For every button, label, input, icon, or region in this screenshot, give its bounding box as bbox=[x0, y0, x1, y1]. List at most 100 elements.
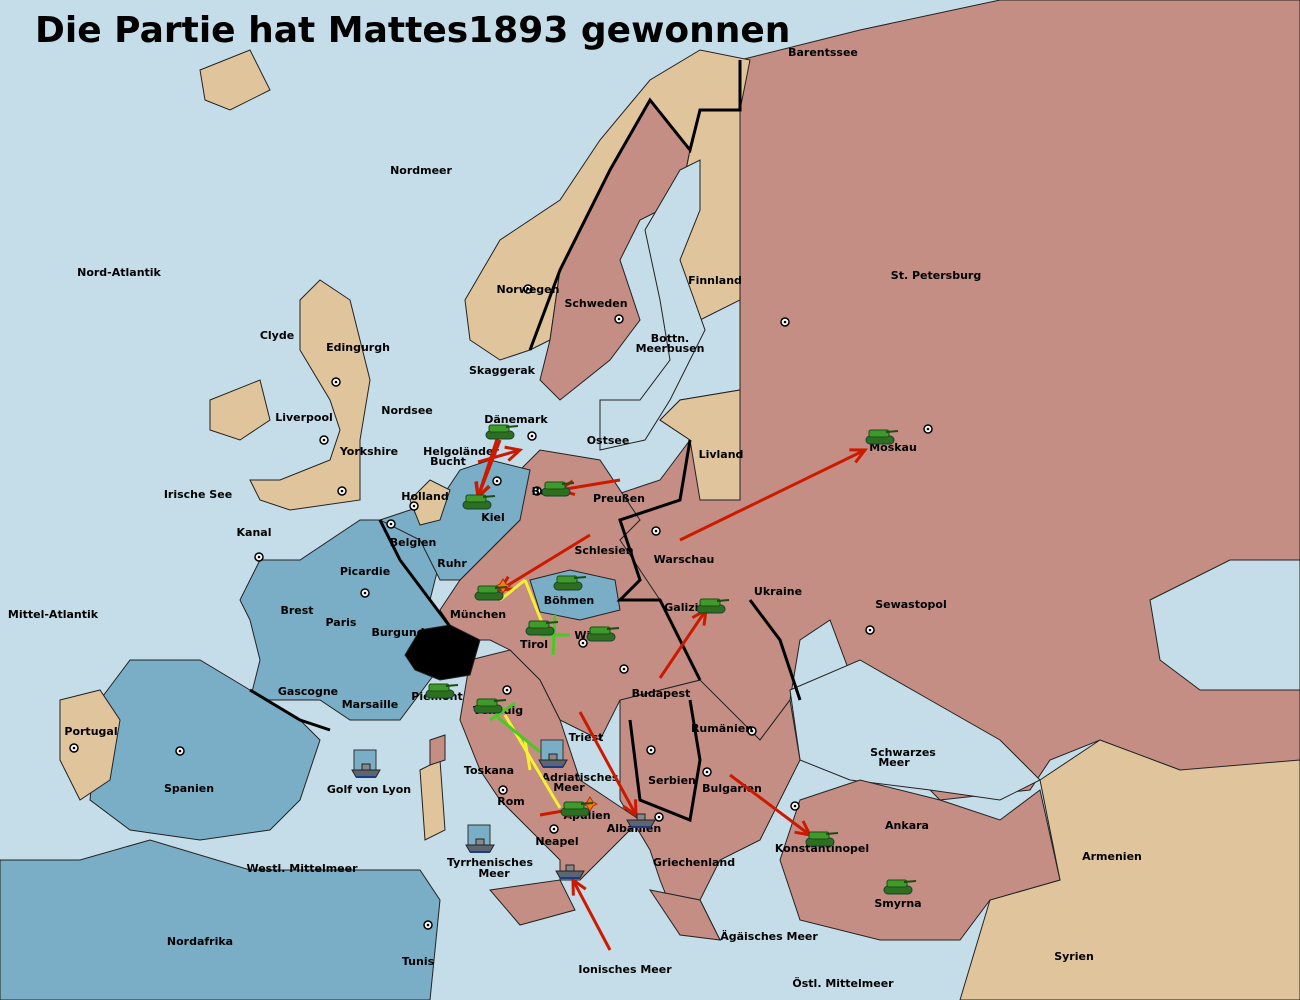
territory-label: Kiel bbox=[481, 511, 505, 524]
order-arrow bbox=[499, 533, 591, 592]
territory-label: Armenien bbox=[1082, 850, 1142, 863]
order-arrow bbox=[559, 478, 621, 492]
territory-label: München bbox=[450, 608, 506, 621]
territory-label: Dänemark bbox=[484, 413, 548, 426]
ship-hull bbox=[351, 769, 381, 778]
territory-label: Budapest bbox=[632, 687, 691, 700]
tank-hull bbox=[699, 598, 721, 607]
tank-icon bbox=[553, 575, 587, 591]
tank-barrel bbox=[606, 627, 620, 630]
supply-center-dot-core bbox=[505, 688, 509, 692]
territory-label: Tirol bbox=[520, 638, 548, 651]
power-border bbox=[378, 519, 462, 641]
territory-label: Paris bbox=[326, 616, 357, 629]
supply-center-dot-core bbox=[257, 555, 261, 559]
territory-label: Norwegen bbox=[497, 283, 560, 296]
supply-center-dot-core bbox=[868, 628, 872, 632]
power-border bbox=[628, 699, 702, 823]
territory-label: Rom bbox=[497, 795, 525, 808]
territory-label: Finnland bbox=[688, 274, 742, 287]
order-arrow bbox=[477, 448, 521, 464]
land-corsica bbox=[429, 734, 446, 766]
territory-label: Ruhr bbox=[437, 557, 467, 570]
territory-label: Meerbusen bbox=[636, 342, 705, 355]
territory-label: Serbien bbox=[648, 774, 696, 787]
tank-barrel bbox=[885, 430, 899, 433]
supply-center-dot-core bbox=[363, 591, 367, 595]
arrow-head bbox=[504, 445, 524, 462]
land-anatolia bbox=[779, 779, 1061, 941]
order-arrow bbox=[499, 578, 526, 602]
territory-label: Barentssee bbox=[788, 46, 858, 59]
tank-hull bbox=[544, 481, 566, 490]
order-arrows bbox=[474, 429, 869, 951]
order-arrow bbox=[578, 711, 638, 816]
ship-hull bbox=[538, 759, 568, 768]
tank-barrel bbox=[445, 684, 459, 687]
territory-label: Westl. Mittelmeer bbox=[246, 862, 358, 875]
ship-tower bbox=[565, 864, 575, 872]
territory-label: Ägäisches Meer bbox=[720, 929, 818, 943]
territory-label: Warschau bbox=[654, 553, 715, 566]
territory-label: Nordmeer bbox=[390, 164, 452, 177]
territory-label: Marsaille bbox=[342, 698, 399, 711]
fleet-icon bbox=[465, 824, 495, 853]
territory-label: Rumänien bbox=[691, 722, 753, 735]
territory-label: Bulgarien bbox=[702, 782, 762, 795]
territory-label: Portugal bbox=[64, 725, 117, 738]
territory-label: Helgoländer bbox=[423, 445, 499, 458]
supply-center-dot-core bbox=[322, 438, 326, 442]
territory-label: Schwarzes bbox=[870, 746, 936, 759]
territory-label: Adriatisches bbox=[542, 771, 619, 784]
territory-label: Liverpool bbox=[275, 411, 333, 424]
order-arrow bbox=[729, 773, 811, 837]
tank-icon bbox=[541, 481, 575, 497]
supply-center-dot-core bbox=[501, 788, 505, 792]
supply-center-dot-core bbox=[793, 804, 797, 808]
territory-label: Konstantinopel bbox=[775, 842, 869, 855]
supply-center-dot-core bbox=[178, 749, 182, 753]
tank-icon bbox=[473, 698, 507, 714]
game-result-title: Die Partie hat Mattes1893 gewonnen bbox=[35, 10, 791, 51]
territory-label: Ostsee bbox=[587, 434, 630, 447]
tank-barrel bbox=[580, 802, 594, 805]
tank-hull bbox=[886, 879, 908, 888]
territory-label: Kanal bbox=[237, 526, 272, 539]
tank-barrel bbox=[825, 832, 839, 835]
fleet-icon bbox=[351, 749, 381, 778]
land-spain bbox=[89, 659, 321, 841]
tank-icon bbox=[805, 831, 839, 847]
territory-label: Holland bbox=[401, 490, 448, 503]
tank-icon bbox=[485, 424, 519, 440]
tank-hull bbox=[808, 831, 830, 840]
units bbox=[351, 424, 917, 895]
tank-barrel bbox=[573, 576, 587, 579]
land-germany-west bbox=[378, 459, 531, 581]
territory-label: Meer bbox=[878, 756, 910, 769]
supply-center-dot-core bbox=[530, 434, 534, 438]
arrow-head bbox=[571, 877, 587, 896]
supply-center-dot-core bbox=[526, 287, 530, 291]
territory-label: Golf von Lyon bbox=[327, 783, 411, 796]
supply-center-dot-core bbox=[426, 923, 430, 927]
fleet-icon bbox=[626, 813, 656, 828]
territory-label: Toskana bbox=[464, 764, 514, 777]
supply-center-dot-core bbox=[649, 748, 653, 752]
supply-centers bbox=[69, 284, 933, 930]
territory-label: Ionisches Meer bbox=[578, 963, 672, 976]
tank-icon bbox=[865, 429, 899, 445]
supply-center-dot-core bbox=[617, 317, 621, 321]
land-greece-south bbox=[648, 889, 721, 941]
territory-label: Nordafrika bbox=[167, 935, 233, 948]
tank-hull bbox=[428, 683, 450, 692]
order-arrow bbox=[489, 701, 516, 722]
tank-hull bbox=[528, 620, 550, 629]
ship-hull bbox=[555, 870, 585, 879]
tank-icon bbox=[425, 683, 459, 699]
tank-icon bbox=[560, 801, 594, 817]
land-livonia bbox=[659, 389, 741, 501]
ship-tower bbox=[361, 763, 371, 771]
tank-hull bbox=[488, 424, 510, 433]
